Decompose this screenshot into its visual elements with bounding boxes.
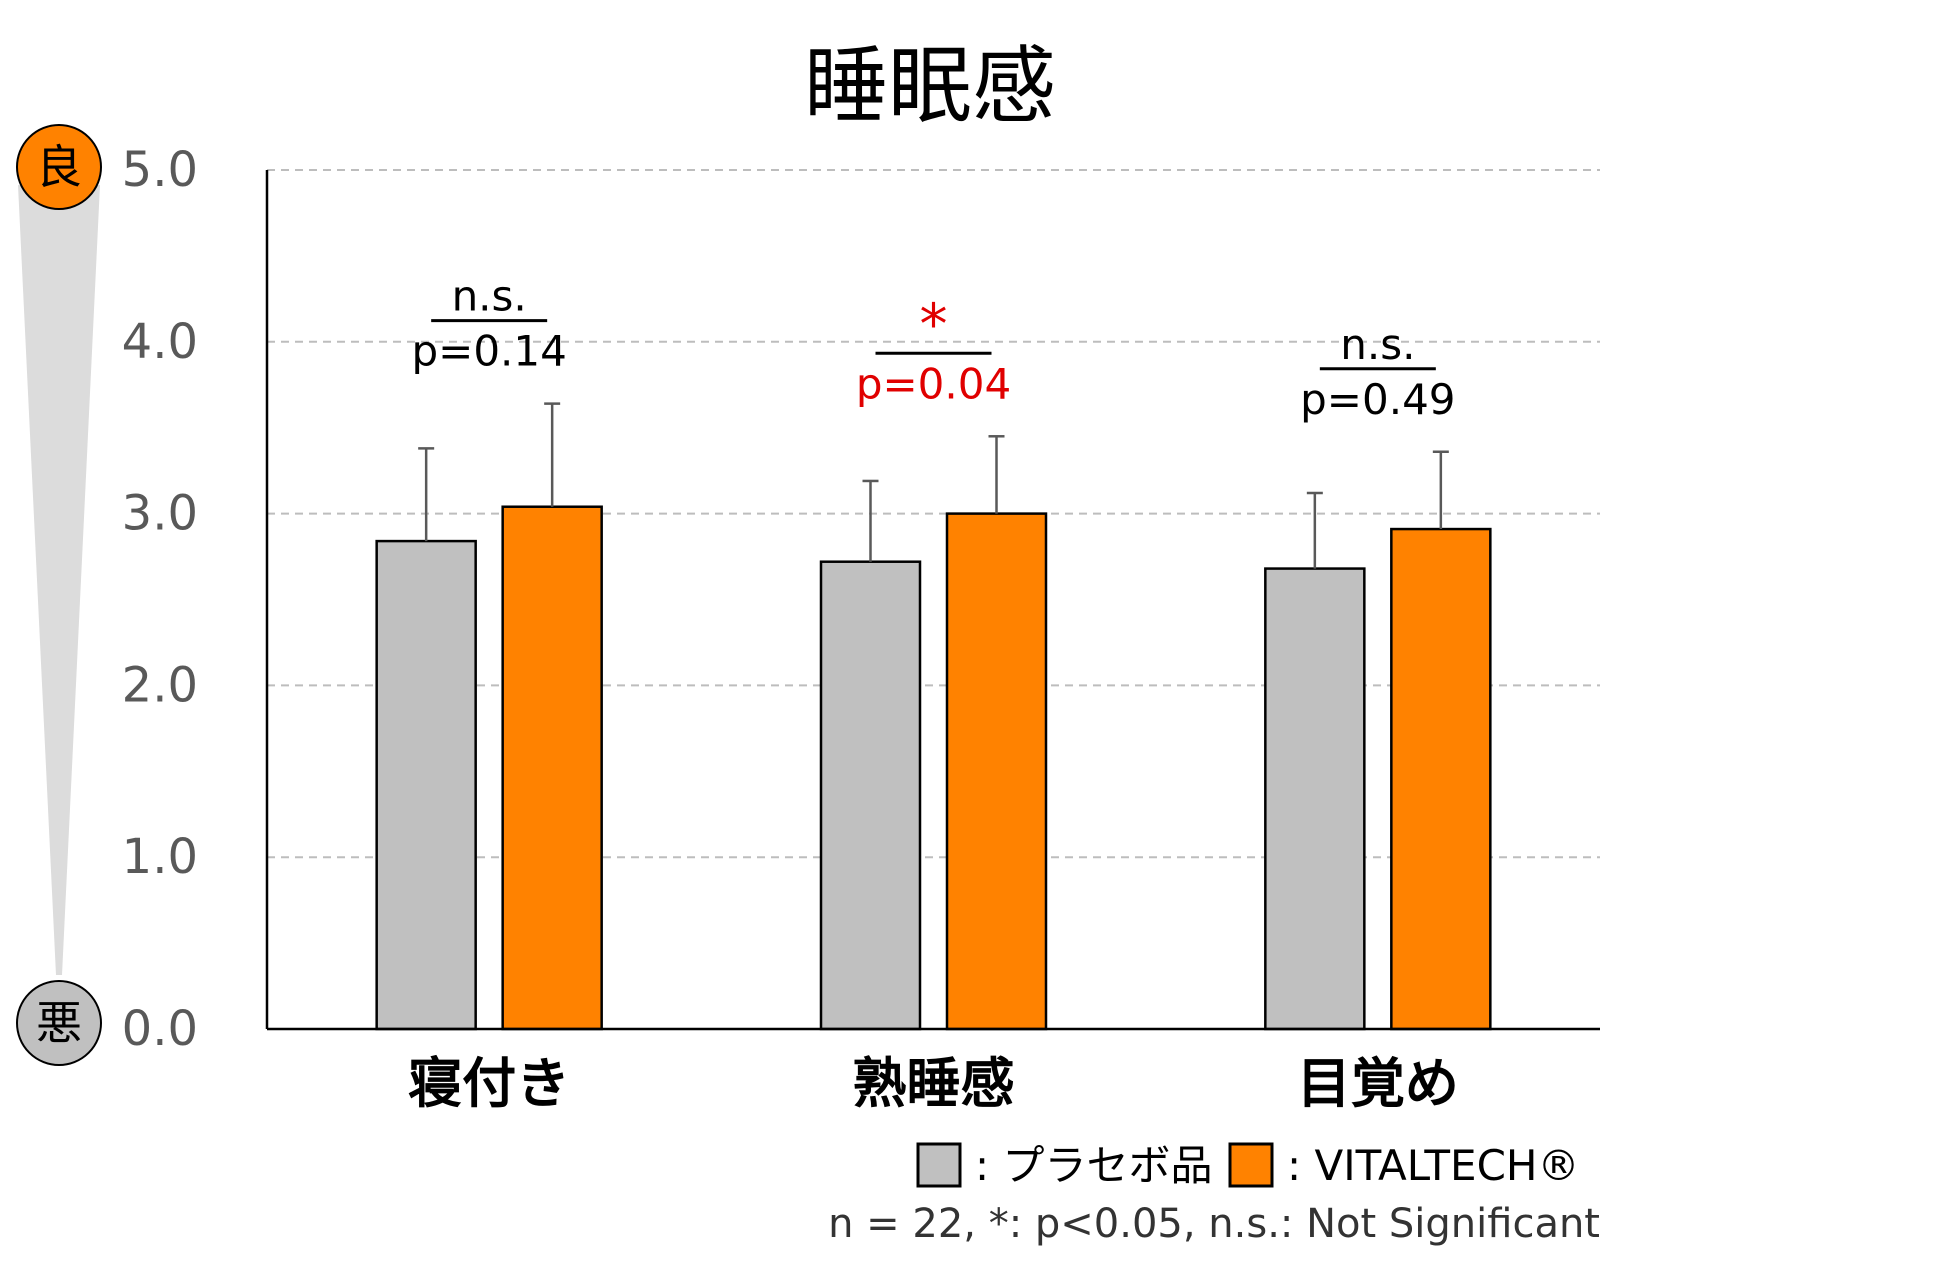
bar: [945, 512, 1048, 1031]
legend-label-placebo: : プラセボ品: [975, 1141, 1213, 1190]
quality-scale: 良 悪: [16, 124, 102, 1066]
bad-circle: [16, 980, 102, 1066]
y-tick-label: 1.0: [122, 829, 198, 885]
y-tick-labels: 0.0 1.0 2.0 3.0 4.0 5.0: [122, 142, 198, 1057]
bar: [819, 560, 922, 1031]
category-label: 寝付き: [408, 1052, 570, 1115]
category-label: 目覚め: [1297, 1052, 1459, 1115]
significance-annotations: n.s. p=0.14 *p=0.04 n.s. p=0.49: [411, 272, 1455, 424]
good-circle: [16, 124, 102, 210]
y-tick-label: 4.0: [122, 314, 198, 370]
y-tick-label: 3.0: [122, 486, 198, 542]
bar: [1390, 527, 1492, 1031]
legend-label-vitaltech: : VITALTECH®: [1287, 1141, 1579, 1190]
y-tick-label: 5.0: [122, 142, 198, 198]
bar: [375, 539, 477, 1031]
scale-wedge: [18, 185, 100, 975]
category-labels: 寝付き 熟睡感 目覚め: [408, 1052, 1459, 1115]
bad-label: 悪: [36, 996, 82, 1050]
error-bars: [418, 402, 1449, 569]
legend-swatch-vitaltech: [1228, 1142, 1274, 1188]
bars: [375, 505, 1492, 1031]
p-value-label: p=0.04: [856, 359, 1011, 408]
good-label: 良: [36, 140, 82, 194]
legend: : プラセボ品 : VITALTECH®: [916, 1141, 1579, 1190]
legend-swatch-placebo: [916, 1142, 962, 1188]
significance-mark: n.s.: [452, 272, 527, 321]
category-label: 熟睡感: [853, 1052, 1015, 1115]
axes: [265, 170, 1600, 1031]
significance-mark: n.s.: [1340, 320, 1415, 369]
gridlines: [267, 169, 1600, 859]
chart-title: 睡眠感: [804, 37, 1056, 135]
p-value-label: p=0.49: [1300, 375, 1455, 424]
footnote: n = 22, *: p<0.05, n.s.: Not Significant: [828, 1201, 1600, 1247]
p-value-label: p=0.14: [411, 327, 566, 376]
y-tick-label: 0.0: [122, 1001, 198, 1057]
bar: [501, 505, 603, 1031]
bar: [1264, 567, 1366, 1031]
significance-mark: *: [920, 292, 948, 357]
y-tick-label: 2.0: [122, 657, 198, 713]
